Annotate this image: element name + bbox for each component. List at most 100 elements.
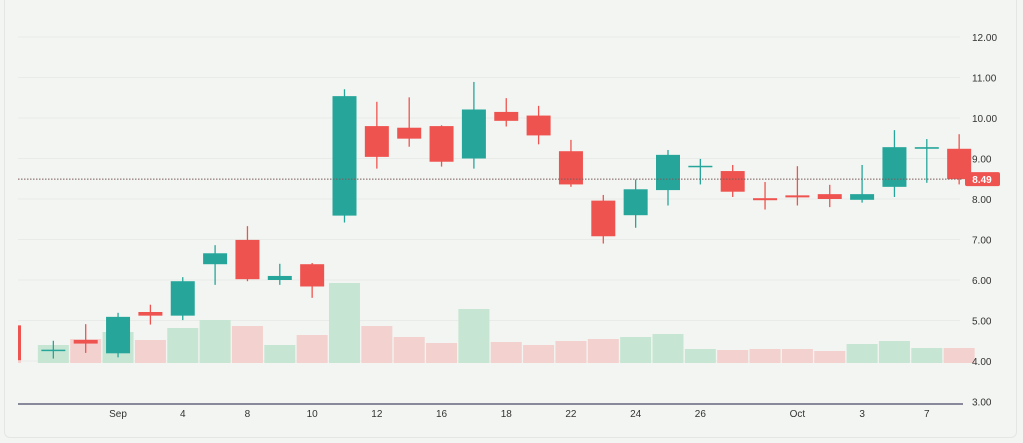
volume-bar (458, 309, 490, 363)
y-tick-label: 5.00 (972, 317, 992, 328)
candle-body (73, 339, 98, 344)
candle-body (623, 189, 648, 216)
candle-body (300, 264, 325, 287)
candle-body (364, 126, 389, 157)
candle[interactable] (526, 105, 551, 145)
volume-bar (231, 326, 263, 363)
last-price-label: 8.49 (965, 172, 1000, 187)
candle[interactable] (364, 101, 389, 169)
y-tick-label: 7.00 (972, 236, 992, 247)
y-tick-label: 10.00 (972, 114, 997, 125)
candle-body (41, 349, 66, 352)
y-tick-label: 3.00 (972, 398, 992, 409)
candle-body (914, 147, 939, 149)
volume-bar (134, 340, 166, 363)
candle[interactable] (850, 164, 875, 203)
volume-bar (199, 320, 231, 363)
x-tick-label: Oct (790, 409, 806, 420)
volume-bar (911, 348, 943, 363)
volume-bar (523, 345, 555, 363)
last-price-text: 8.49 (972, 175, 992, 186)
candle-body (753, 198, 778, 201)
candle[interactable] (170, 277, 195, 321)
candle[interactable] (785, 166, 810, 206)
volume-bar (167, 328, 199, 363)
candle[interactable] (461, 81, 486, 169)
x-tick-label: 10 (307, 409, 319, 420)
y-tick-label: 12.00 (972, 33, 997, 44)
candle-body (785, 195, 810, 198)
x-tick-label: 7 (924, 409, 930, 420)
candle[interactable] (267, 263, 292, 285)
candle[interactable] (429, 125, 454, 167)
volume-bar (393, 337, 425, 363)
candle-body (397, 127, 422, 139)
candle-body (882, 147, 907, 187)
candle[interactable] (720, 164, 745, 197)
volume-bar (749, 349, 781, 363)
candle[interactable] (235, 226, 260, 282)
candle[interactable] (106, 312, 131, 358)
x-tick-label: 24 (630, 409, 642, 420)
candle[interactable] (18, 325, 21, 361)
x-axis: Sep 4 8 10 12 16 18 22 24 26 Oct 3 7 (18, 403, 963, 420)
candle[interactable] (397, 97, 422, 147)
volume-bar (846, 344, 878, 363)
volume-bar (943, 348, 975, 363)
candle[interactable] (203, 245, 228, 285)
candle[interactable] (656, 149, 680, 206)
candle-body (267, 275, 292, 280)
candle-body (461, 109, 486, 159)
candle[interactable] (73, 324, 98, 353)
x-tick-label: 26 (695, 409, 707, 420)
x-tick-label: 18 (501, 409, 513, 420)
volume-bar (814, 351, 846, 363)
candle-body (203, 253, 228, 265)
candle[interactable] (558, 139, 583, 187)
volume-bar (264, 345, 296, 363)
candle[interactable] (882, 130, 907, 197)
candle[interactable] (138, 304, 163, 325)
x-tick-label: Sep (109, 409, 127, 420)
volume-bar (555, 341, 587, 363)
chart-card (4, 0, 1017, 438)
candle[interactable] (332, 89, 357, 223)
candle[interactable] (817, 184, 842, 208)
candle[interactable] (494, 98, 519, 127)
y-tick-label: 6.00 (972, 276, 992, 287)
volume-bar (878, 341, 910, 363)
candle[interactable] (914, 139, 939, 183)
x-tick-label: 12 (371, 409, 383, 420)
candle-body (18, 325, 21, 361)
volume-bar (587, 339, 619, 363)
candle-body (688, 165, 713, 168)
candle-body (332, 96, 357, 216)
candle-body (526, 115, 551, 136)
x-tick-label: 3 (859, 409, 865, 420)
candle[interactable] (591, 194, 616, 244)
x-tick-label: 8 (245, 409, 251, 420)
volume-bar (684, 349, 716, 363)
candle-body (138, 311, 163, 316)
volume-bar (361, 326, 393, 363)
candle[interactable] (300, 262, 325, 298)
candle-body (656, 154, 680, 191)
y-tick-label: 8.00 (972, 195, 992, 206)
candle[interactable] (753, 181, 778, 210)
candle-body (720, 171, 745, 192)
volume-bar (652, 334, 684, 363)
volume-bar (490, 342, 522, 363)
candle-body (817, 194, 842, 199)
x-tick-label: 4 (180, 409, 186, 420)
volume-bar (781, 349, 813, 363)
y-axis: 3.00 4.00 5.00 6.00 7.00 8.00 9.00 10.00 11.00 12… (972, 33, 997, 409)
volume-bar (426, 343, 458, 363)
candle[interactable] (623, 179, 648, 228)
candle[interactable] (688, 158, 713, 185)
candle-body (235, 239, 260, 280)
volume-bars (18, 283, 975, 363)
candle[interactable] (41, 340, 66, 359)
candle-body (494, 111, 519, 121)
y-tick-label: 9.00 (972, 155, 992, 166)
